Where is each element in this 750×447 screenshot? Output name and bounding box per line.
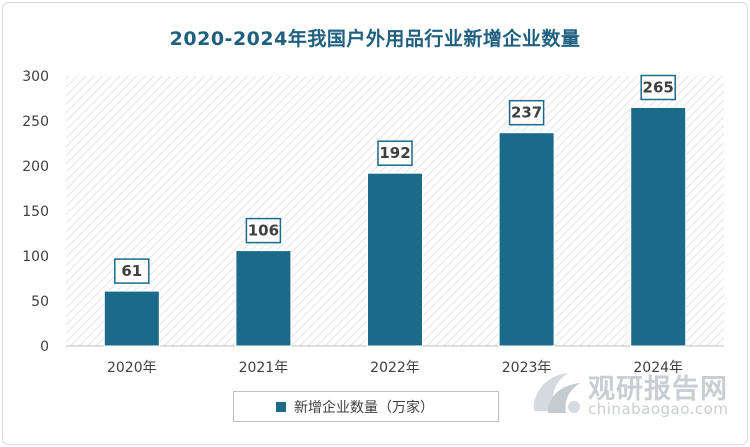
bar-2024年 xyxy=(630,107,687,347)
data-labels: 61 106 192 237 265 xyxy=(114,74,676,284)
bar-2023年 xyxy=(498,132,555,347)
watermark-brand-cn: 观研报告网 xyxy=(588,374,728,405)
data-label-text: 106 xyxy=(248,222,279,240)
legend: 新增企业数量（万家） xyxy=(233,391,499,422)
y-tick-label: 300 xyxy=(22,69,49,85)
chart-title: 2020-2024年我国户外用品行业新增企业数量 xyxy=(169,28,581,50)
watermark: 观研报告网 chinabaogao.com xyxy=(528,365,738,425)
y-tick-label: 0 xyxy=(40,339,49,355)
data-label-box xyxy=(377,140,413,166)
y-tick-label: 200 xyxy=(22,159,49,175)
bar-2021年 xyxy=(235,250,292,347)
data-label-box xyxy=(508,99,545,126)
data-label-text: 265 xyxy=(643,79,674,97)
data-label: 106 xyxy=(245,217,282,244)
x-tick-label: 2021年 xyxy=(239,360,289,376)
legend-swatch xyxy=(276,401,286,412)
bar-2022年 xyxy=(367,172,423,347)
brand-logo-icon xyxy=(533,373,580,413)
legend-label: 新增企业数量（万家） xyxy=(294,399,434,416)
data-label-text: 192 xyxy=(379,144,410,162)
data-label-box xyxy=(245,217,282,244)
x-axis: 2020年 2021年 2022年 2023年 2024年 xyxy=(107,360,683,376)
bar-2020年 xyxy=(103,290,160,347)
y-tick-label: 250 xyxy=(22,114,49,130)
bar-series xyxy=(103,107,687,347)
y-tick-label: 100 xyxy=(22,249,49,265)
y-axis: 0 50 100 150 200 250 300 xyxy=(22,69,49,355)
x-tick-label: 2020年 xyxy=(107,360,157,376)
data-label: 237 xyxy=(508,99,545,126)
data-label: 61 xyxy=(114,258,150,284)
data-label-text: 237 xyxy=(511,104,542,122)
data-label: 192 xyxy=(377,140,413,166)
data-label-text: 61 xyxy=(121,262,142,280)
y-tick-label: 50 xyxy=(31,294,49,310)
x-tick-label: 2022年 xyxy=(370,360,420,376)
data-label-box xyxy=(640,74,676,101)
y-tick-label: 150 xyxy=(22,204,49,220)
watermark-brand-en: chinabaogao.com xyxy=(588,400,729,418)
data-label: 265 xyxy=(640,74,676,101)
x-tick-label: 2024年 xyxy=(633,360,683,376)
data-label-box xyxy=(114,258,150,284)
x-tick-label: 2023年 xyxy=(502,360,552,376)
